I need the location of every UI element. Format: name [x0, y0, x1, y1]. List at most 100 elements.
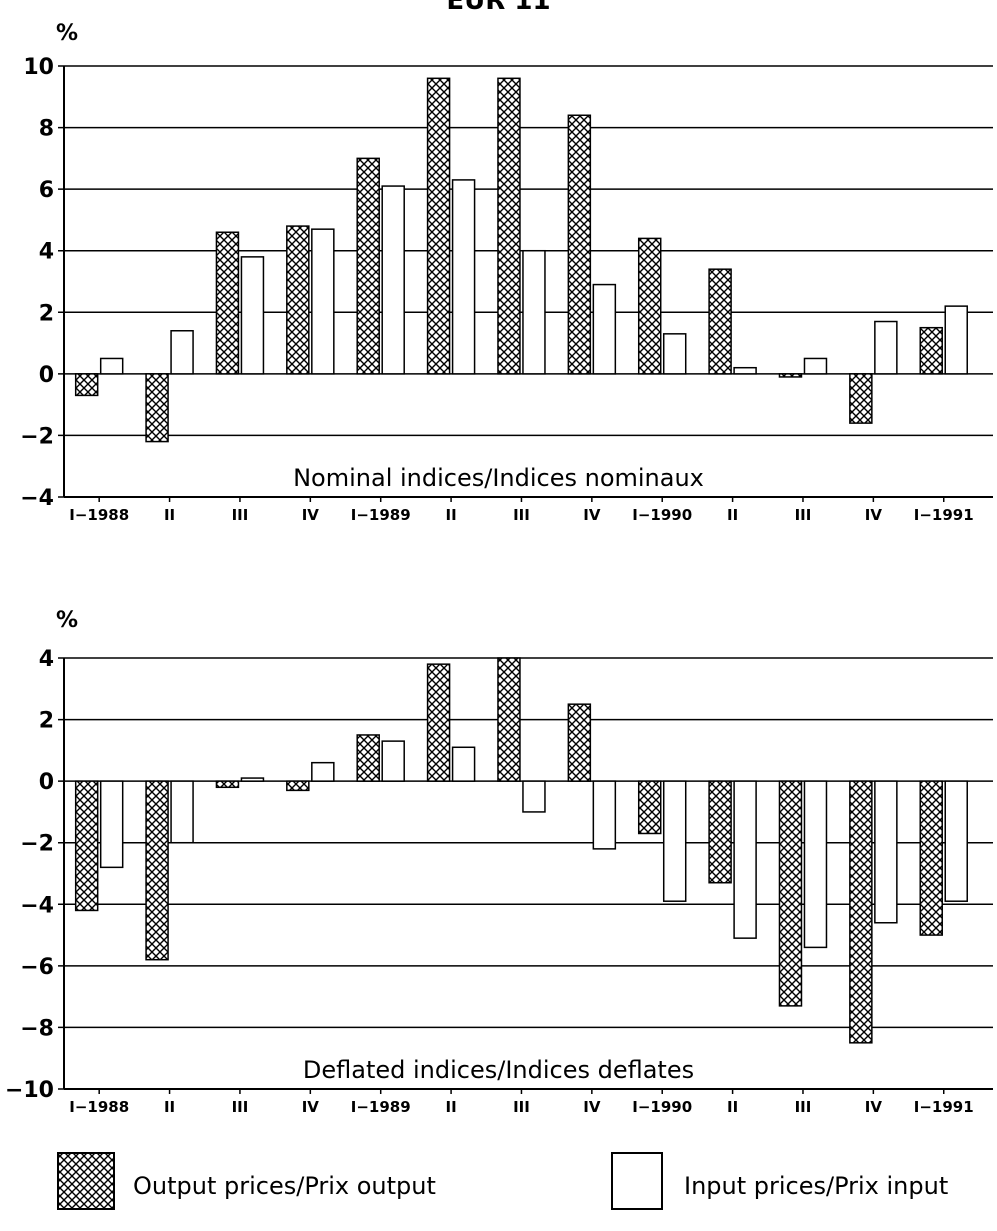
input-bar-10 [733, 366, 757, 375]
x-tick-label: I−1988 [69, 1098, 129, 1116]
output-bar-4 [286, 225, 310, 375]
x-tick-label: IV [865, 1098, 883, 1116]
y-tick-label: 0 [39, 363, 54, 388]
y-tick-label: 4 [39, 240, 54, 265]
y-tick-label: 4 [39, 647, 54, 672]
y-tick-label: −8 [20, 1016, 54, 1041]
page-title: EUR 11 [446, 0, 551, 16]
x-tick-label: I−1991 [914, 1098, 974, 1116]
chart-subtitle: Deflated indices/Indices deflates [303, 1056, 694, 1084]
input-bar-1 [99, 357, 124, 375]
y-tick-label: −4 [20, 893, 54, 918]
x-tick-label: II [727, 1098, 738, 1116]
output-bar-12 [849, 780, 873, 1044]
x-tick-label: IV [302, 1098, 320, 1116]
input-bar-9 [662, 333, 687, 375]
y-tick-label: 6 [39, 178, 54, 203]
output-bar-5 [356, 157, 380, 375]
output-bar-2 [145, 780, 169, 961]
y-tick-label: 8 [39, 117, 54, 142]
input-bar-13 [944, 305, 968, 375]
x-tick-label: III [232, 1098, 249, 1116]
input-bar-6 [451, 746, 476, 782]
output-bar-8 [567, 703, 592, 782]
input-bar-1 [99, 780, 124, 869]
y-tick-label: −10 [5, 1078, 54, 1103]
input-bar-5 [381, 185, 405, 375]
input-bar-2 [170, 780, 194, 844]
input-bar-8 [592, 780, 617, 850]
legend-input-label: Input prices/Prix input [684, 1172, 948, 1200]
input-bar-3 [240, 777, 265, 782]
x-tick-label: III [795, 506, 812, 524]
x-tick-label: II [445, 1098, 456, 1116]
x-tick-label: II [164, 1098, 175, 1116]
input-bar-2 [170, 330, 194, 375]
y-tick-label: 2 [39, 301, 54, 326]
y-unit-label: % [56, 21, 78, 46]
x-tick-label: I−1990 [632, 506, 692, 524]
output-bar-6 [426, 77, 451, 375]
input-bar-12 [874, 320, 898, 375]
x-tick-label: II [164, 506, 175, 524]
legend-input-swatch [611, 1152, 663, 1210]
output-bar-10 [708, 780, 732, 884]
input-bar-3 [240, 256, 265, 375]
input-bar-13 [944, 780, 968, 902]
output-bar-4 [286, 780, 310, 792]
legend-output-swatch [57, 1152, 115, 1210]
output-bar-2 [145, 373, 169, 443]
y-unit-label: % [56, 608, 78, 633]
legend-output-label: Output prices/Prix output [133, 1172, 436, 1200]
output-bar-10 [708, 268, 732, 375]
output-bar-9 [637, 237, 662, 375]
x-tick-label: I−1990 [632, 1098, 692, 1116]
x-tick-label: I−1988 [69, 506, 129, 524]
x-tick-label: II [445, 506, 456, 524]
x-tick-label: IV [302, 506, 320, 524]
input-bar-11 [803, 780, 828, 949]
output-bar-13 [919, 780, 943, 936]
output-bar-5 [356, 734, 380, 782]
input-bar-9 [662, 780, 687, 902]
x-tick-label: III [795, 1098, 812, 1116]
input-bar-8 [592, 283, 617, 375]
chart-subtitle: Nominal indices/Indices nominaux [293, 464, 704, 492]
output-bar-1 [74, 373, 99, 397]
input-bar-7 [522, 249, 546, 375]
input-bar-5 [381, 740, 405, 782]
x-tick-label: IV [583, 1098, 601, 1116]
x-tick-label: I−1991 [914, 506, 974, 524]
x-tick-label: III [513, 506, 530, 524]
x-tick-label: I−1989 [351, 506, 411, 524]
output-bar-11 [778, 780, 803, 1007]
output-bar-3 [215, 780, 240, 789]
output-bar-9 [637, 780, 662, 835]
x-tick-label: III [513, 1098, 530, 1116]
input-bar-4 [311, 228, 335, 375]
output-bar-3 [215, 231, 240, 375]
output-bar-7 [497, 657, 521, 782]
x-tick-label: I−1989 [351, 1098, 411, 1116]
y-tick-label: −2 [20, 832, 54, 857]
x-tick-label: IV [583, 506, 601, 524]
output-bar-7 [497, 77, 521, 375]
input-bar-11 [803, 357, 828, 375]
legend: Output prices/Prix output Input prices/P… [57, 1152, 948, 1210]
x-tick-label: II [727, 506, 738, 524]
output-bar-12 [849, 373, 873, 424]
y-tick-label: 2 [39, 709, 54, 734]
y-tick-label: −6 [20, 955, 54, 980]
y-tick-label: 0 [39, 770, 54, 795]
y-tick-label: −4 [20, 486, 54, 511]
y-tick-label: 10 [23, 55, 54, 80]
y-tick-label: −2 [20, 424, 54, 449]
output-bar-8 [567, 114, 592, 375]
output-bar-13 [919, 326, 943, 375]
input-bar-4 [311, 761, 335, 782]
output-bar-1 [74, 780, 99, 912]
output-bar-6 [426, 663, 451, 782]
